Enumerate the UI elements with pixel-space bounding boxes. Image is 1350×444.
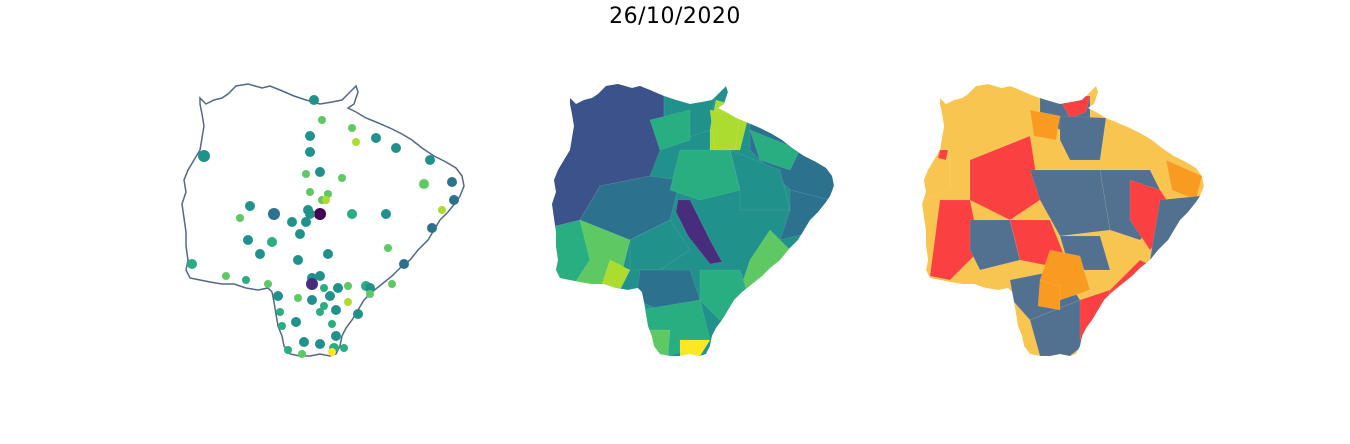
points-map (181, 83, 465, 358)
municipality-region (969, 219, 1021, 271)
municipality-point (287, 217, 297, 227)
municipality-point (267, 237, 277, 247)
municipality-point (316, 308, 324, 316)
municipality-point (243, 235, 253, 245)
municipality-point (320, 302, 328, 310)
municipality-point (325, 291, 335, 301)
municipality-point (307, 295, 317, 305)
municipality-point (276, 308, 284, 316)
municipality-point (284, 346, 292, 354)
municipality-point (315, 339, 325, 349)
municipality-point (366, 290, 374, 298)
municipality-point (340, 344, 348, 352)
municipality-point (236, 214, 244, 222)
municipality-region (1029, 169, 1111, 237)
municipality-point (328, 348, 336, 356)
municipality-point (320, 284, 328, 292)
municipality-regions (922, 84, 1204, 356)
municipality-point (302, 170, 310, 178)
municipality-region (969, 135, 1041, 221)
municipality-point (301, 217, 311, 227)
municipality-point (344, 298, 352, 306)
municipality-point (315, 167, 325, 177)
municipality-point (331, 305, 341, 315)
municipality-point (255, 249, 265, 259)
municipality-region (937, 149, 949, 161)
municipality-region (649, 109, 691, 151)
municipality-point (306, 188, 314, 196)
municipality-point (187, 259, 197, 269)
municipality-point (391, 143, 401, 153)
municipality-point (384, 244, 392, 252)
municipality-point (447, 177, 457, 187)
municipality-region (675, 199, 723, 265)
municipality-point (344, 282, 352, 290)
municipality-point (388, 280, 396, 288)
municipality-point (331, 331, 341, 341)
municipality-region (929, 199, 981, 281)
municipality-regions (552, 84, 834, 356)
municipality-point (314, 208, 326, 220)
municipality-region (1029, 109, 1061, 141)
municipality-point (315, 271, 325, 281)
municipality-point (399, 259, 409, 269)
municipality-point (242, 276, 250, 284)
municipality-point (449, 195, 459, 205)
municipality-point (371, 133, 381, 143)
municipality-region (1059, 115, 1107, 161)
municipality-point (299, 337, 309, 347)
municipality-point (425, 155, 435, 165)
municipality-region (679, 339, 711, 356)
municipality-point (419, 179, 429, 189)
municipality-point (298, 350, 306, 358)
municipality-point (348, 124, 356, 132)
municipality-point (294, 294, 302, 302)
municipality-point (427, 223, 437, 233)
municipality-point (381, 209, 391, 219)
municipality-point (333, 283, 343, 293)
municipality-point (322, 196, 330, 204)
municipality-point (305, 209, 315, 219)
municipality-point (293, 255, 303, 265)
municipality-point (291, 317, 301, 327)
municipality-point (305, 131, 315, 141)
municipality-region (639, 329, 671, 356)
municipality-point (353, 309, 363, 319)
municipality-point (278, 322, 286, 330)
municipality-region (709, 109, 741, 151)
municipality-region (729, 149, 791, 211)
municipality-point (352, 138, 360, 146)
municipality-region (749, 129, 801, 171)
municipality-point (347, 209, 357, 219)
municipality-points (187, 95, 459, 358)
municipality-point (365, 283, 375, 293)
municipality-region (629, 219, 691, 271)
municipality-point (323, 249, 333, 259)
municipality-region (1037, 279, 1061, 311)
municipality-point (198, 150, 210, 162)
choropleth-viridis (552, 84, 834, 356)
state-outline (181, 83, 465, 357)
figure-title: 26/10/2020 (609, 4, 741, 29)
municipality-point (318, 116, 326, 124)
municipality-point (338, 174, 346, 182)
municipality-point (438, 206, 446, 214)
municipality-point (222, 272, 230, 280)
municipality-point (309, 95, 319, 105)
municipality-point (245, 201, 255, 211)
municipality-point (264, 280, 272, 288)
municipality-region (669, 149, 741, 201)
municipality-point (306, 278, 318, 290)
municipality-point (273, 291, 283, 301)
choropleth-risk (922, 84, 1204, 356)
municipality-point (268, 208, 280, 220)
municipality-point (328, 320, 336, 328)
municipality-point (295, 229, 305, 239)
municipality-point (305, 147, 315, 157)
